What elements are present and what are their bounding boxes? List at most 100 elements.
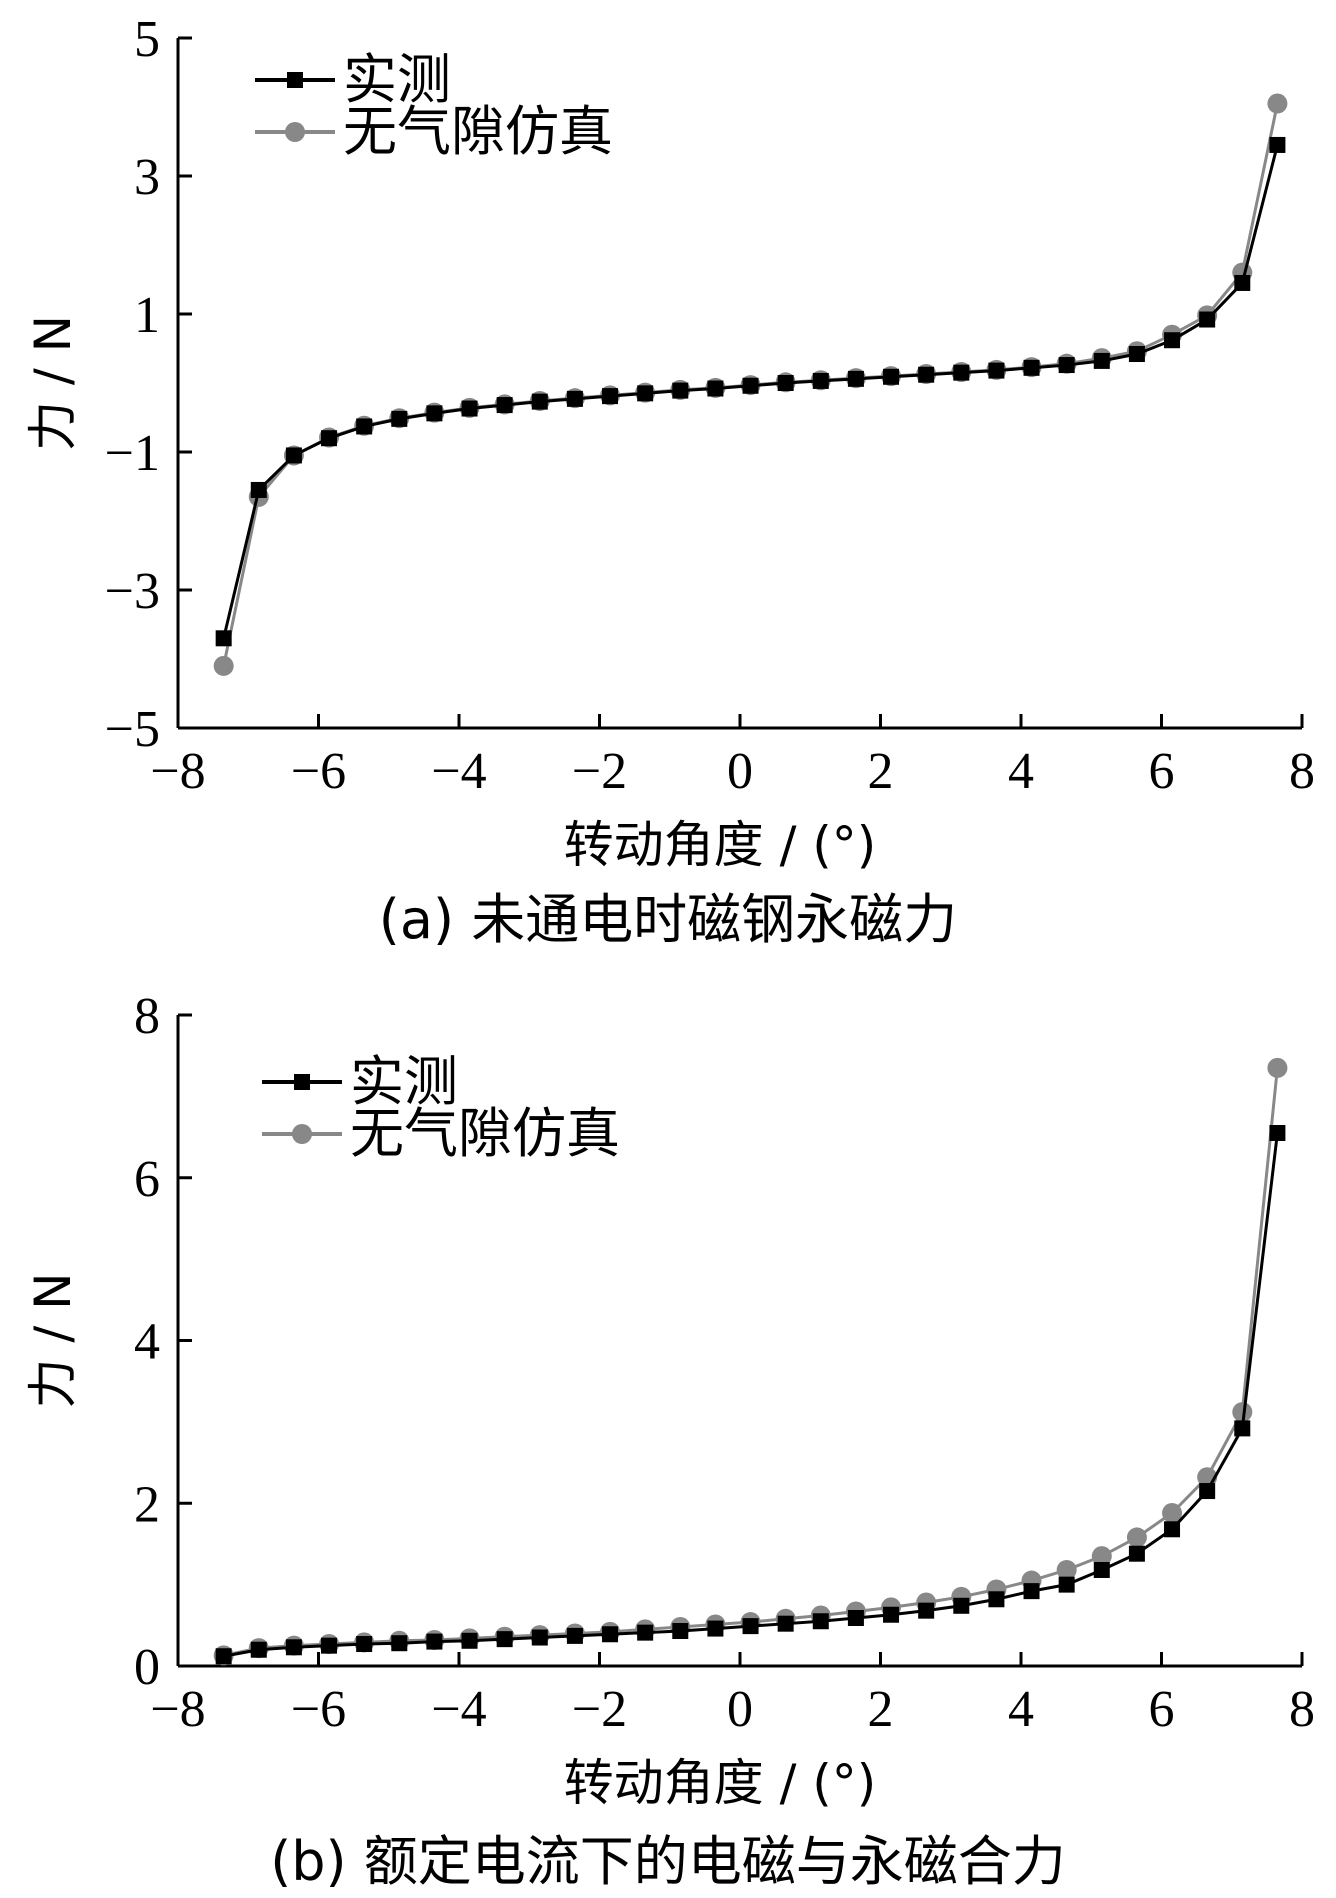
x-tick-label: −6 — [291, 743, 346, 800]
data-point — [426, 1633, 443, 1650]
data-point — [1199, 311, 1216, 328]
legend-marker — [287, 72, 303, 88]
x-tick-label: −8 — [150, 1681, 205, 1738]
data-point — [1269, 136, 1286, 153]
data-point — [321, 1637, 338, 1654]
data-point — [777, 375, 794, 391]
data-point — [531, 393, 548, 410]
data-point — [391, 1635, 408, 1652]
data-point — [1269, 1124, 1286, 1141]
legend-marker — [285, 122, 305, 142]
data-point — [356, 418, 373, 435]
y-tick-label: 5 — [134, 11, 160, 68]
x-tick-label: −6 — [291, 1681, 346, 1738]
data-point — [1058, 1576, 1075, 1593]
data-point — [918, 1602, 935, 1619]
x-tick-label: −2 — [572, 743, 627, 800]
data-point — [496, 1631, 513, 1648]
legend-marker — [294, 1074, 310, 1090]
data-point — [250, 481, 267, 498]
data-point — [461, 1632, 478, 1649]
data-point — [1128, 346, 1145, 363]
data-point — [812, 1613, 829, 1630]
data-point — [1267, 93, 1288, 114]
data-point — [391, 410, 408, 427]
data-point — [1164, 332, 1181, 349]
data-point — [953, 364, 970, 381]
x-tick-label: −4 — [431, 1681, 486, 1738]
data-point — [953, 1597, 970, 1614]
x-tick-label: −2 — [572, 1681, 627, 1738]
x-axis-title: 转动角度 / (°) — [564, 816, 877, 874]
y-tick-label: 4 — [134, 1314, 160, 1371]
data-point — [461, 400, 478, 417]
data-point — [1093, 352, 1110, 369]
data-point — [918, 366, 935, 383]
data-point — [215, 630, 232, 647]
y-tick-label: 2 — [134, 1476, 160, 1533]
data-point — [742, 1618, 759, 1635]
series-line — [223, 1132, 1279, 1658]
data-point — [1128, 1545, 1145, 1562]
x-tick-label: −4 — [431, 743, 486, 800]
data-point — [883, 368, 900, 385]
data-point — [215, 1648, 232, 1665]
legend-label: 实测 — [350, 1050, 458, 1113]
chart-panel-b: 0 2 4 6 8 −8 −6 −4 −2 0 2 4 6 8 力 / N 转动角度 / (°) (b) 额定电… — [24, 988, 1315, 1893]
data-point — [988, 362, 1005, 379]
data-point — [847, 1609, 864, 1626]
data-point — [1162, 1503, 1183, 1524]
data-point — [777, 1615, 794, 1632]
data-point — [707, 380, 724, 397]
x-axis-title: 转动角度 / (°) — [564, 1754, 877, 1812]
x-tick-label: −8 — [150, 743, 205, 800]
panel-caption: (b) 额定电流下的电磁与永磁合力 — [270, 1830, 1066, 1893]
data-point — [285, 447, 302, 464]
x-tick-label: 8 — [1289, 743, 1315, 800]
data-point — [602, 388, 619, 405]
data-point — [213, 655, 234, 676]
x-tick-label: 0 — [727, 743, 753, 800]
data-point — [1234, 274, 1251, 291]
y-tick-label: −5 — [105, 701, 160, 758]
data-point — [321, 430, 338, 447]
y-tick-label: 6 — [134, 1151, 160, 1208]
data-point — [883, 1606, 900, 1623]
x-tick-label: 4 — [1008, 1681, 1034, 1738]
chart-panel-a: −5 −3 −1 1 3 5 −8 −6 −4 −2 0 2 4 6 8 力 / N 转动角度 / (°) (a)… — [24, 11, 1315, 951]
data-point — [531, 1629, 548, 1646]
data-point — [1164, 1521, 1181, 1538]
data-point — [1093, 1561, 1110, 1578]
series-measured — [215, 136, 1286, 647]
data-point — [847, 370, 864, 387]
data-point — [672, 382, 689, 399]
data-point — [426, 405, 443, 422]
data-point — [496, 397, 513, 414]
data-point — [1232, 1402, 1253, 1423]
x-tick-label: 2 — [868, 1681, 894, 1738]
data-point — [356, 1636, 373, 1653]
y-tick-label: 1 — [134, 287, 160, 344]
legend-label: 实测 — [343, 48, 451, 111]
x-tick-label: 8 — [1289, 1681, 1315, 1738]
data-point — [637, 385, 654, 402]
legend-marker — [292, 1124, 312, 1144]
y-tick-label: 0 — [134, 1639, 160, 1696]
y-tick-label: 3 — [134, 149, 160, 206]
data-point — [637, 1624, 654, 1641]
legend-label: 无气隙仿真 — [343, 100, 613, 163]
y-tick-label: −3 — [105, 563, 160, 620]
x-tick-label: 6 — [1149, 743, 1175, 800]
panel-caption: (a) 未通电时磁钢永磁力 — [379, 888, 957, 951]
data-point — [707, 1620, 724, 1637]
data-point — [1023, 1583, 1040, 1600]
data-point — [742, 377, 759, 394]
data-point — [566, 390, 583, 407]
x-tick-label: 4 — [1008, 743, 1034, 800]
data-point — [285, 1639, 302, 1656]
data-point — [1234, 1420, 1251, 1437]
